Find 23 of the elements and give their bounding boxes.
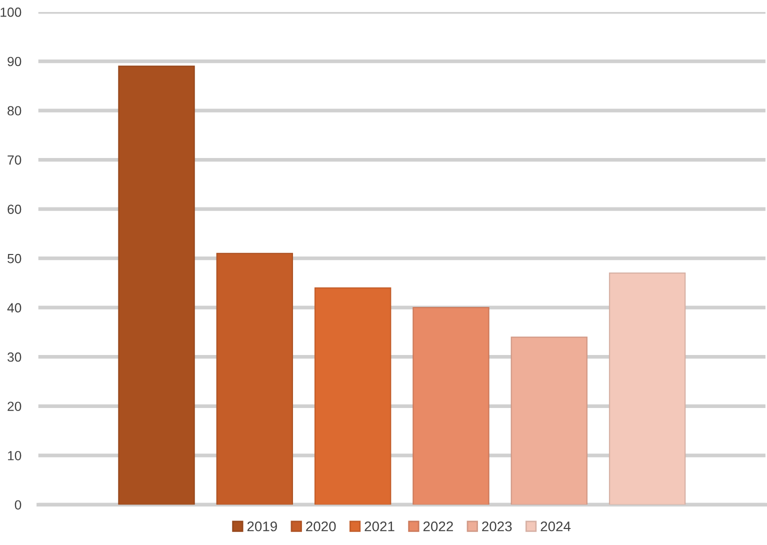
bar (118, 66, 195, 505)
legend-label: 2021 (364, 521, 394, 532)
y-tick-label: 70 (8, 155, 22, 165)
y-tick-label: 80 (8, 106, 22, 116)
y-tick-label: 0 (14, 500, 22, 510)
legend-label: 2023 (482, 521, 512, 532)
y-tick-label: 40 (7, 303, 22, 313)
bar (608, 272, 686, 505)
y-tick-label: 90 (8, 56, 22, 66)
y-tick-label: 50 (8, 254, 22, 264)
legend-label: 2020 (306, 521, 336, 532)
legend-label: 2019 (247, 521, 277, 532)
y-tick-label: 60 (8, 204, 22, 214)
y-tick-label: 100 (0, 8, 22, 17)
legend-label: 2022 (423, 521, 453, 532)
y-tick-label: 10 (8, 450, 22, 460)
bar (412, 307, 490, 505)
bar (510, 336, 588, 505)
bar (216, 252, 294, 505)
y-tick-label: 20 (8, 402, 22, 412)
legend-label: 2024 (540, 521, 571, 532)
y-tick-label: 30 (8, 352, 22, 362)
bar (314, 287, 392, 505)
